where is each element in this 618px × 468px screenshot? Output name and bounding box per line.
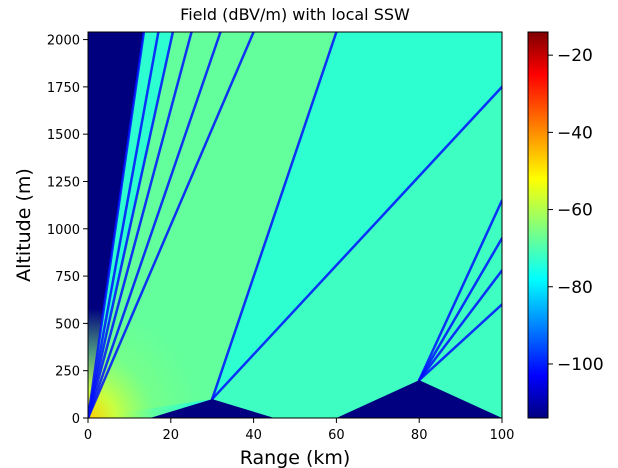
y-axis-ticks: 0 250 500 750 1000 1250 1500 1750 2000: [47, 34, 88, 427]
null-line-9: [417, 236, 502, 382]
null-line-7: [210, 85, 502, 401]
plot-frame: [87, 31, 503, 419]
y-tick-label: 250: [55, 365, 80, 380]
x-tick-label: 40: [245, 428, 262, 443]
null-line-8: [417, 199, 502, 382]
y-tick-label: 1500: [47, 128, 80, 143]
y-tick-label: 750: [55, 270, 80, 285]
x-tick-label: 20: [163, 428, 180, 443]
x-tick-label: 0: [84, 428, 92, 443]
colorbar: [527, 31, 549, 419]
y-tick-label: 1750: [47, 81, 80, 96]
colorbar-tick-label: −40: [557, 123, 593, 143]
colorbar-ticks: −20 −40 −60 −80 −100: [548, 46, 604, 375]
chart-title: Field (dBV/m) with local SSW: [180, 5, 410, 24]
null-line-5: [88, 32, 255, 418]
x-axis-label: Range (km): [240, 447, 351, 468]
x-axis-ticks: 0 20 40 60 80 100: [84, 418, 515, 443]
reflection-region: [212, 86, 502, 418]
y-tick-label: 0: [72, 412, 80, 427]
y-axis-label: Altitude (m): [13, 168, 35, 282]
y-tick-label: 2000: [47, 34, 80, 49]
colorbar-tick-label: −60: [557, 201, 593, 221]
x-tick-label: 80: [411, 428, 428, 443]
terrain-profile: [88, 380, 502, 418]
null-line-2: [88, 32, 175, 418]
null-line-4: [88, 32, 222, 418]
null-line-11: [417, 303, 502, 382]
source-glow: [88, 300, 228, 418]
null-line-0: [88, 32, 146, 418]
colorbar-tick-label: −20: [557, 46, 593, 66]
x-tick-label: 100: [490, 428, 515, 443]
null-line-10: [417, 269, 502, 382]
plot-area: [88, 32, 502, 418]
colorbar-tick-label: −100: [557, 355, 604, 375]
colorbar-tick-label: −80: [557, 278, 593, 298]
y-tick-label: 500: [55, 317, 80, 332]
y-tick-label: 1000: [47, 223, 80, 238]
null-line-1: [88, 32, 160, 418]
x-tick-label: 60: [328, 428, 345, 443]
null-line-6: [210, 32, 338, 401]
null-lines: [88, 32, 502, 418]
y-tick-label: 1250: [47, 175, 80, 190]
null-line-3: [88, 32, 193, 418]
